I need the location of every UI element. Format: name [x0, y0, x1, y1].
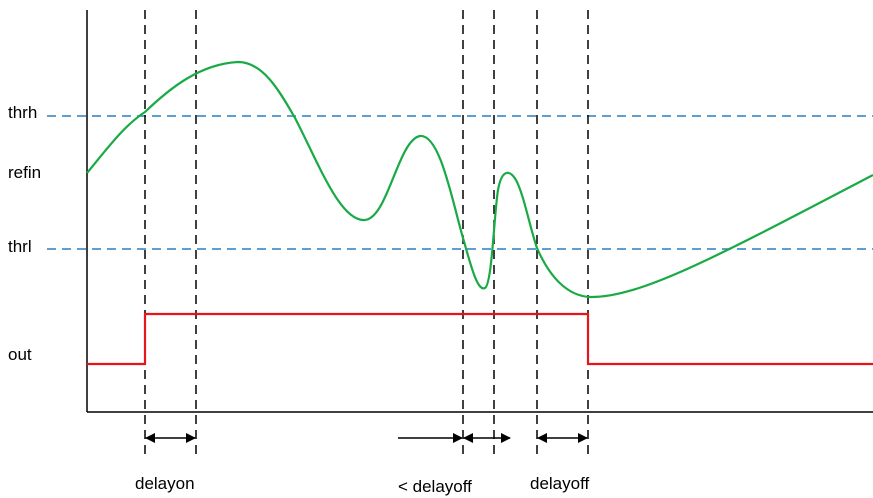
out-signal-line: [87, 312, 873, 366]
thrh-label: thrh: [8, 103, 37, 122]
thrl-label: thrl: [8, 237, 32, 256]
less-delayoff-annotation: < delayoff: [398, 477, 472, 496]
delayon-annotation: delayon: [135, 474, 195, 493]
delayoff-annotation: delayoff: [530, 474, 590, 493]
out-label: out: [8, 345, 32, 364]
refin-signal-curve: [86, 60, 873, 299]
refin-label: refin: [8, 163, 41, 182]
